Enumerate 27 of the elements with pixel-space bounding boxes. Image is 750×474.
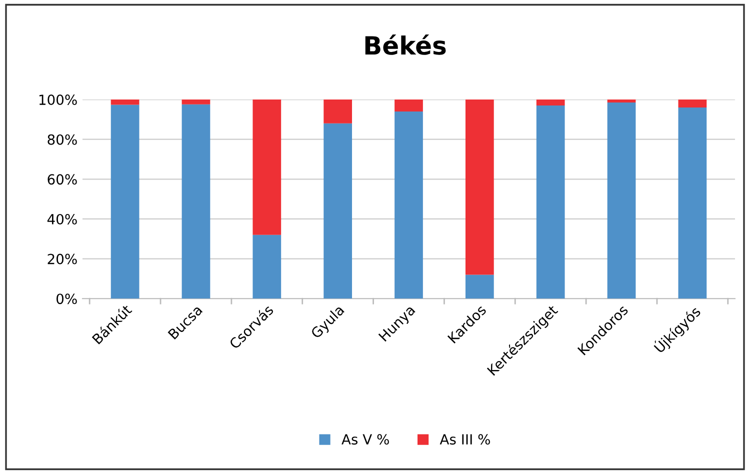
bar bbox=[110, 104, 140, 299]
bar bbox=[607, 100, 636, 103]
legend-label: As III % bbox=[440, 434, 490, 445]
bar bbox=[607, 102, 636, 299]
y-tick-label: 60% bbox=[48, 174, 77, 185]
legend-label: As V % bbox=[342, 434, 389, 445]
bar bbox=[324, 123, 352, 299]
bar bbox=[110, 100, 140, 105]
bar bbox=[252, 100, 282, 235]
bar bbox=[536, 100, 565, 106]
y-tick-label: 100% bbox=[39, 94, 77, 106]
bar bbox=[536, 106, 565, 299]
bar bbox=[324, 100, 352, 124]
bar bbox=[678, 108, 707, 299]
bar bbox=[394, 111, 423, 299]
y-tick-label: 80% bbox=[48, 134, 77, 145]
bar bbox=[394, 100, 423, 112]
y-tick-label: 20% bbox=[48, 254, 77, 264]
y-tick-label: 40% bbox=[47, 214, 77, 224]
bar bbox=[182, 104, 210, 299]
bar bbox=[252, 234, 282, 299]
chart-title: Békés bbox=[365, 34, 446, 55]
bar bbox=[182, 100, 210, 104]
bar bbox=[678, 100, 707, 108]
bar bbox=[465, 100, 494, 275]
bar bbox=[465, 274, 494, 299]
y-tick-label: 0% bbox=[56, 294, 77, 304]
